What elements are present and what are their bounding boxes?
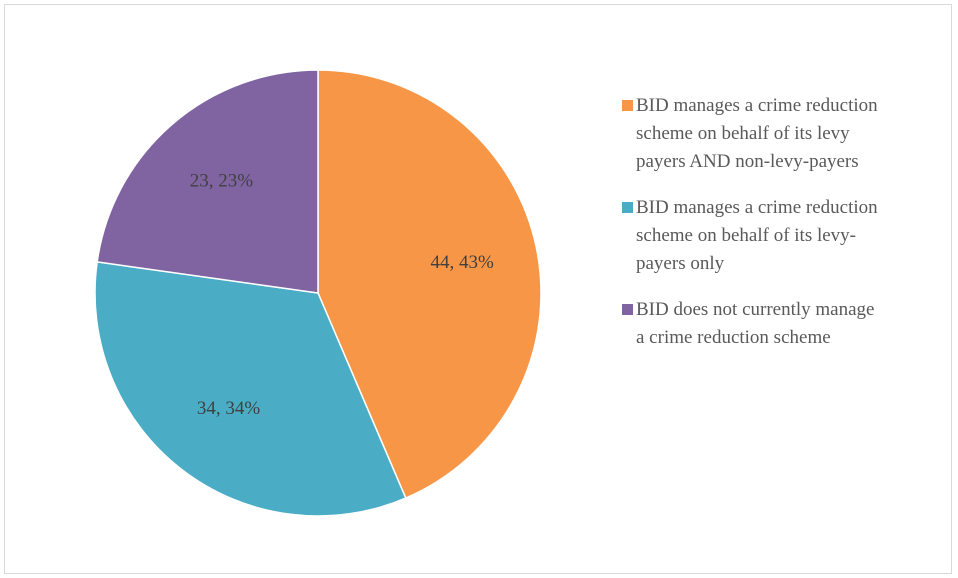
legend-label: BID manages a crime reduction scheme on … <box>636 197 878 274</box>
legend-swatch <box>622 304 633 315</box>
chart-frame <box>4 4 952 574</box>
legend: BID manages a crime reduction scheme on … <box>622 92 912 370</box>
pie-slice <box>317 69 542 500</box>
legend-swatch <box>622 100 633 111</box>
legend-item: BID does not currently manage a crime re… <box>622 296 912 352</box>
legend-label: BID does not currently manage a crime re… <box>636 299 875 348</box>
data-label: 34, 34% <box>197 398 261 419</box>
legend-label: BID manages a crime reduction scheme on … <box>636 95 878 172</box>
legend-item: BID manages a crime reduction scheme on … <box>622 92 912 176</box>
legend-swatch <box>622 202 633 213</box>
pie-slice <box>94 261 407 517</box>
legend-item: BID manages a crime reduction scheme on … <box>622 194 912 278</box>
data-label: 23, 23% <box>190 170 254 191</box>
pie-slice <box>96 69 319 294</box>
data-label: 44, 43% <box>431 252 495 273</box>
